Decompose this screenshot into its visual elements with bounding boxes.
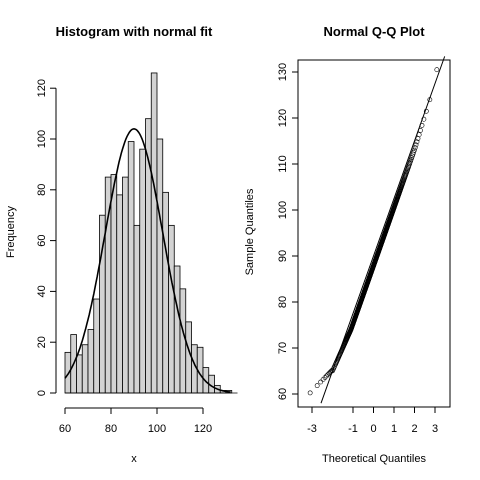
qq-x-axis: -3 -1 0 1 2 3 — [307, 406, 438, 435]
qq-title: Normal Q-Q Plot — [323, 24, 425, 39]
qq-point — [418, 128, 423, 133]
histogram-x-label: x — [131, 453, 137, 465]
qq-y-label: Sample Quantiles — [244, 188, 256, 275]
qq-x-tick-label: 3 — [432, 423, 438, 435]
histogram-x-tick-label: 120 — [194, 423, 212, 435]
qq-point — [324, 373, 329, 379]
qq-y-tick-label: 60 — [277, 388, 289, 400]
qq-x-tick-label: 2 — [411, 423, 417, 435]
histogram-bar — [168, 224, 175, 394]
qq-y-tick-label: 90 — [277, 250, 289, 262]
qq-point — [411, 149, 417, 155]
qq-point — [307, 390, 313, 396]
histogram-bar — [122, 176, 129, 394]
histogram-bar — [93, 298, 100, 394]
qq-point — [314, 383, 320, 389]
qq-y-tick-label: 80 — [277, 296, 289, 308]
histogram-x-tick-label: 100 — [148, 423, 166, 435]
histogram-bar — [150, 72, 158, 394]
histogram-x-axis: 60 80 100 120 — [59, 407, 212, 435]
qq-x-tick-label: -1 — [348, 423, 358, 435]
histogram-bar — [81, 344, 89, 394]
qq-x-tick-label: 0 — [370, 423, 376, 435]
histogram-bar — [76, 354, 83, 394]
qq-point — [427, 97, 433, 103]
qq-point — [318, 379, 324, 385]
qq-panel: Normal Q-Q Plot -3 -1 0 1 2 3 60 70 80 90 100 110 1… — [244, 24, 451, 465]
histogram-y-tick-label: 60 — [36, 234, 48, 246]
histogram-y-tick-label: 0 — [36, 390, 48, 396]
qq-y-tick-label: 120 — [277, 109, 289, 127]
histogram-bar — [173, 265, 181, 394]
histogram-bar — [87, 329, 95, 394]
histogram-bar — [139, 148, 146, 394]
histogram-bar — [185, 321, 192, 394]
qq-plot-box — [297, 59, 451, 408]
histogram-y-tick-label: 20 — [36, 336, 48, 348]
qq-x-tick-label: 1 — [391, 423, 397, 435]
histogram-bar — [162, 191, 169, 394]
qq-point — [413, 142, 419, 148]
histogram-bar — [127, 141, 135, 394]
qq-point — [434, 67, 440, 73]
histogram-y-axis: 0 20 40 60 80 100 120 — [36, 79, 57, 396]
histogram-bar — [179, 288, 187, 394]
qq-point — [412, 147, 417, 153]
histogram-bar — [156, 138, 164, 394]
qq-point — [414, 139, 420, 145]
qq-y-tick-label: 100 — [277, 201, 289, 219]
qq-point — [416, 132, 422, 138]
qq-point — [412, 145, 418, 151]
qq-y-tick-label: 130 — [277, 63, 289, 81]
qq-y-axis: 60 70 80 90 100 110 120 130 — [277, 63, 299, 400]
histogram-y-tick-label: 100 — [36, 130, 48, 148]
histogram-panel: Histogram with normal fit 60 80 100 120 0 20… — [5, 24, 238, 465]
histogram-x-tick-label: 80 — [105, 423, 117, 435]
qq-point — [419, 122, 425, 128]
histogram-y-tick-label: 80 — [36, 184, 48, 196]
histogram-bar — [110, 174, 118, 394]
qq-point — [423, 108, 429, 114]
qq-x-label: Theoretical Quantiles — [322, 453, 426, 465]
histogram-y-tick-label: 120 — [36, 79, 48, 97]
normal-fit-curve — [64, 127, 231, 393]
histogram-y-label: Frequency — [5, 206, 17, 258]
histogram-bars — [64, 72, 238, 394]
histogram-bar — [133, 224, 141, 394]
qq-y-tick-label: 70 — [277, 342, 289, 354]
histogram-x-tick-label: 60 — [59, 423, 71, 435]
histogram-bar — [64, 351, 72, 394]
qq-x-tick-label: -3 — [307, 423, 317, 435]
qq-y-tick-label: 110 — [277, 155, 289, 173]
qq-point — [421, 116, 427, 122]
histogram-y-tick-label: 40 — [36, 285, 48, 297]
histogram-title: Histogram with normal fit — [56, 24, 213, 39]
histogram-bar — [116, 194, 123, 394]
qq-point — [322, 375, 328, 380]
qq-points — [307, 67, 440, 396]
